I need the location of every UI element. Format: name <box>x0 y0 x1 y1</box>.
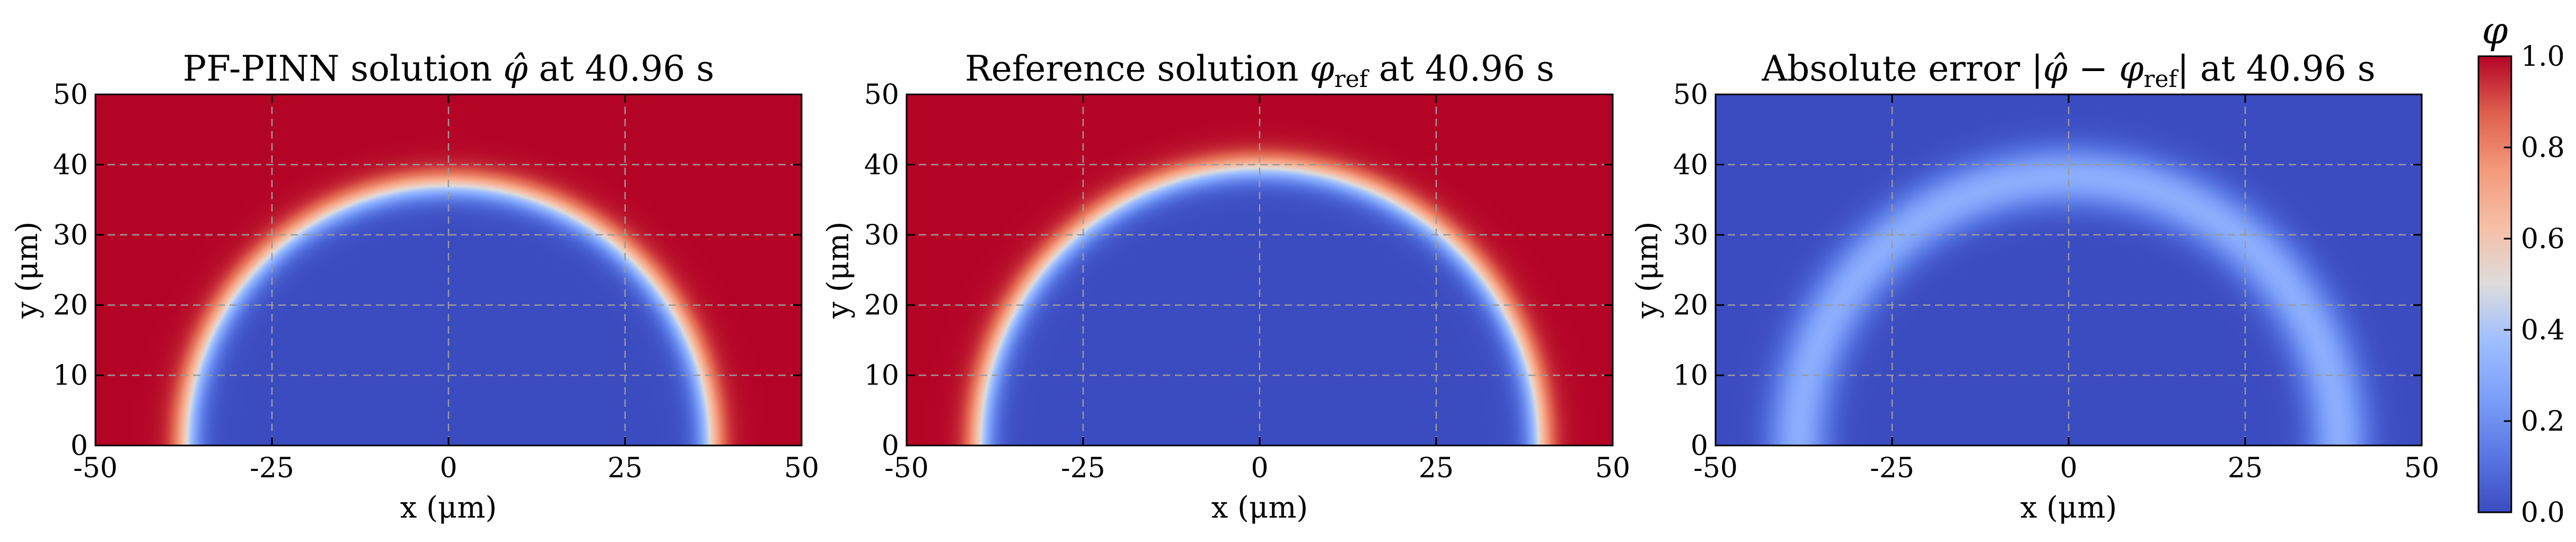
x-axis-label: x (μm) <box>400 491 497 525</box>
y-tick-label: 10 <box>864 360 899 392</box>
y-tick-label: 30 <box>864 220 899 251</box>
panel-title: Reference solution φref at 40.96 s <box>965 48 1554 93</box>
colorbar-tick-label: 0.2 <box>2521 406 2565 438</box>
x-tick-label: 50 <box>2404 452 2439 484</box>
panel-2: -50 -25 0 25 50 0 10 20 30 40 50 x (μm) y (μm) Refere… <box>821 48 1630 525</box>
y-tick-label: 40 <box>864 149 899 181</box>
x-tick-label: -25 <box>1061 452 1105 484</box>
y-tick-label: 0 <box>71 430 88 462</box>
colorbar: 0.0 0.2 0.4 0.6 0.8 1.0 φ <box>2477 9 2565 529</box>
colorbar-gradient <box>2478 56 2511 512</box>
y-tick-label: 10 <box>1673 360 1708 392</box>
panel-title: PF-PINN solution φ̂ at 40.96 s <box>183 48 714 89</box>
x-tick-label: 25 <box>2228 452 2263 484</box>
y-tick-label: 10 <box>53 360 88 392</box>
x-tick-label: -50 <box>1693 452 1738 484</box>
y-axis-label: y (μm) <box>821 222 856 319</box>
x-tick-label: -50 <box>73 452 118 484</box>
y-axis-label: y (μm) <box>1630 222 1665 319</box>
y-tick-label: 20 <box>864 290 899 321</box>
colorbar-tick-label: 0.4 <box>2521 314 2565 346</box>
y-tick-label: 50 <box>53 79 88 111</box>
y-tick-label: 0 <box>1691 430 1708 462</box>
x-tick-label: -50 <box>884 452 929 484</box>
y-tick-label: 50 <box>864 79 899 111</box>
x-tick-label: 0 <box>2060 452 2077 484</box>
x-axis-label: x (μm) <box>1211 491 1308 525</box>
x-tick-label: -25 <box>1870 452 1914 484</box>
colorbar-label: φ <box>2482 9 2508 53</box>
y-tick-label: 20 <box>53 290 88 321</box>
y-tick-label: 0 <box>882 430 899 462</box>
y-tick-label: 50 <box>1673 79 1708 111</box>
colorbar-tick-label: 0.6 <box>2521 223 2565 255</box>
x-tick-label: 25 <box>608 452 643 484</box>
x-axis-label: x (μm) <box>2020 491 2117 525</box>
panel-1: -50 -25 0 25 50 0 10 20 30 40 50 x (μm) y (μm) PF-PIN… <box>10 48 819 525</box>
y-tick-label: 40 <box>1673 149 1708 181</box>
panel-3: -50 -25 0 25 50 0 10 20 30 40 50 x (μm) y (μm) Absolu… <box>1630 48 2439 525</box>
panel-title: Absolute error |φ̂ − φref| at 40.96 s <box>1761 48 2375 93</box>
colorbar-tick-label: 0.8 <box>2521 132 2565 164</box>
x-tick-label: -25 <box>250 452 294 484</box>
y-tick-label: 20 <box>1673 290 1708 321</box>
colorbar-tick-label: 1.0 <box>2521 41 2565 73</box>
colorbar-tick-label: 0.0 <box>2521 497 2565 529</box>
x-tick-label: 50 <box>1595 452 1630 484</box>
x-tick-label: 25 <box>1419 452 1454 484</box>
y-tick-label: 30 <box>1673 220 1708 251</box>
y-axis-label: y (μm) <box>10 222 45 319</box>
y-tick-label: 40 <box>53 149 88 181</box>
x-tick-label: 0 <box>1251 452 1268 484</box>
colorbar-frame <box>2477 55 2512 513</box>
x-tick-label: 0 <box>439 452 457 484</box>
y-tick-label: 30 <box>53 220 88 251</box>
x-tick-label: 50 <box>784 452 819 484</box>
